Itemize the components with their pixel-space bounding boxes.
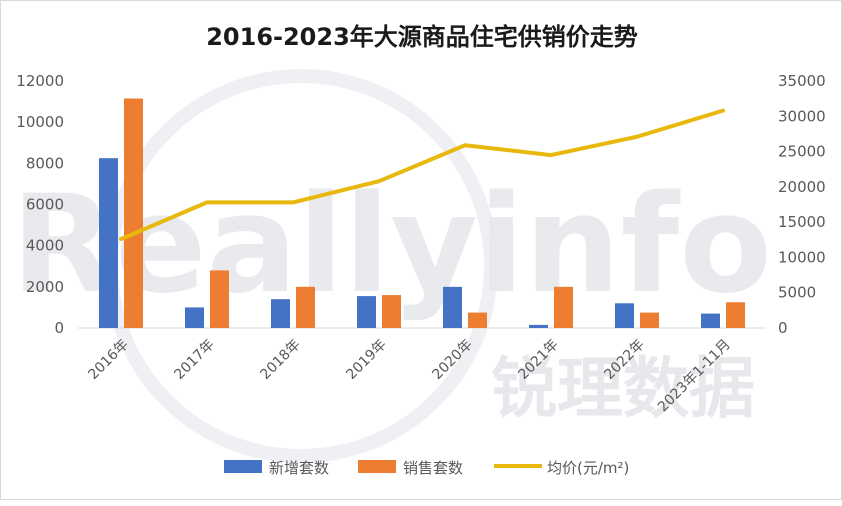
legend: 新增套数 销售套数 均价(元/m²) [224, 459, 629, 477]
bar-sold-units [468, 313, 487, 328]
legend-swatch-new [224, 460, 262, 473]
right-tick-label: 35000 [778, 72, 826, 90]
legend-label-new: 新增套数 [269, 459, 329, 477]
bar-new-units [357, 296, 376, 328]
left-tick-label: 12000 [16, 72, 64, 90]
right-tick-label: 0 [778, 319, 788, 337]
bar-sold-units [554, 287, 573, 328]
bar-new-units [529, 325, 548, 328]
legend-swatch-sold [358, 460, 396, 473]
left-tick-label: 8000 [26, 154, 64, 172]
bar-sold-units [640, 313, 659, 328]
legend-label-price: 均价(元/m²) [547, 459, 629, 477]
x-tick-label: 2016年 [85, 337, 131, 383]
left-tick-label: 0 [54, 319, 64, 337]
bar-sold-units [726, 302, 745, 328]
bar-sold-units [382, 295, 401, 328]
left-tick-label: 2000 [26, 278, 64, 296]
right-tick-label: 15000 [778, 213, 826, 231]
bar-sold-units [210, 270, 229, 328]
left-tick-label: 10000 [16, 113, 64, 131]
right-tick-label: 10000 [778, 248, 826, 266]
right-tick-label: 5000 [778, 284, 816, 302]
right-tick-label: 30000 [778, 107, 826, 125]
right-tick-label: 20000 [778, 178, 826, 196]
legend-label-sold: 销售套数 [403, 459, 463, 477]
x-tick-label: 2017年 [171, 337, 217, 383]
chart-title: 2016-2023年大源商品住宅供销价走势 [206, 23, 638, 51]
bar-new-units [615, 303, 634, 328]
x-tick-label: 2019年 [343, 337, 389, 383]
bar-new-units [185, 307, 204, 328]
bar-new-units [701, 314, 720, 328]
right-axis: 0 5000 10000 15000 20000 25000 30000 35000 [778, 72, 826, 337]
left-tick-label: 6000 [26, 196, 64, 214]
bar-sold-units [124, 98, 143, 328]
x-tick-label: 2018年 [257, 337, 303, 383]
bar-new-units [99, 158, 118, 328]
right-tick-label: 25000 [778, 143, 826, 161]
left-tick-label: 4000 [26, 237, 64, 255]
bar-new-units [271, 299, 290, 328]
bar-sold-units [296, 287, 315, 328]
bar-new-units [443, 287, 462, 328]
